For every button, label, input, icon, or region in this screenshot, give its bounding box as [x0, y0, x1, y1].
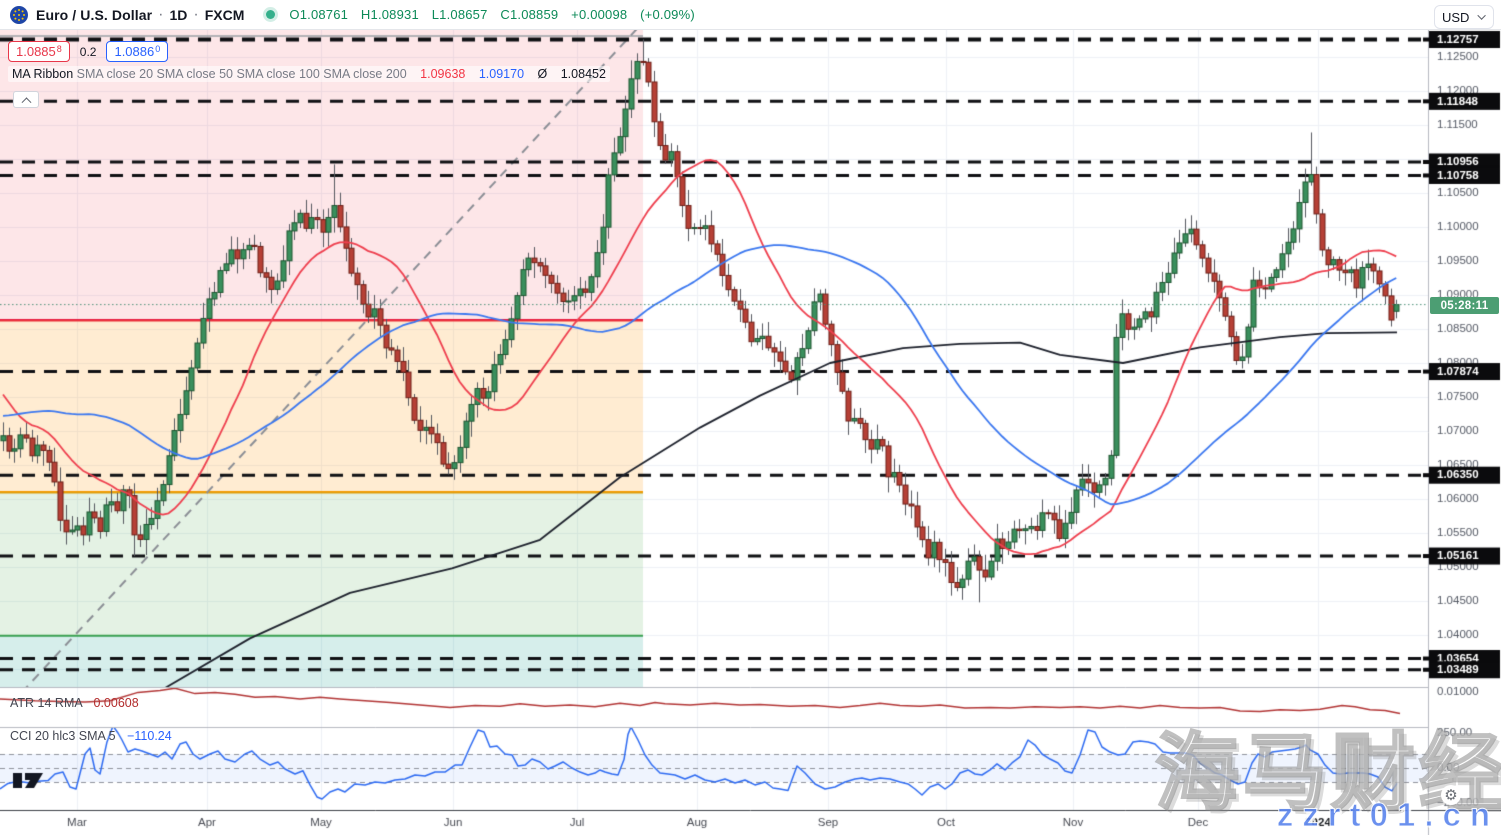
- currency-label: USD: [1442, 9, 1470, 25]
- spread-value: 0.2: [79, 44, 97, 59]
- ma-average-label: Ø: [537, 67, 548, 81]
- open-value: O1.08761: [289, 7, 349, 22]
- symbol-title[interactable]: Euro / U.S. Dollar: [36, 6, 153, 23]
- cci-legend[interactable]: CCI 20 hlc3 SMA 5 −110.24: [10, 729, 172, 743]
- ma-ribbon-title: MA Ribbon: [12, 67, 74, 81]
- atr-legend[interactable]: ATR 14 RMA 0.00608: [10, 696, 139, 710]
- currency-dropdown[interactable]: USD: [1434, 5, 1494, 29]
- atr-value: 0.00608: [93, 696, 139, 710]
- bar-countdown-badge: 05:28:11: [1430, 297, 1499, 314]
- pane-settings-gear-icon[interactable]: ⚙: [1441, 785, 1461, 805]
- close-value: C1.08859: [500, 7, 559, 22]
- quote-row: 1.0885 8 0.2 1.0886 0: [8, 41, 169, 62]
- sma20-value: 1.09638: [420, 67, 466, 81]
- bid-price-box[interactable]: 1.0885 8: [8, 41, 70, 62]
- eu-flag-icon: [10, 5, 28, 24]
- exchange-label: FXCM: [204, 6, 245, 23]
- sma50-value: 1.09170: [478, 67, 525, 81]
- title-separator: ·: [158, 5, 164, 23]
- cci-value: −110.24: [127, 729, 172, 743]
- ma-ribbon-params: SMA close 20 SMA close 50 SMA close 100 …: [76, 67, 407, 81]
- ask-price-box[interactable]: 1.0886 0: [106, 41, 169, 62]
- change-pct-value: (+0.09%): [640, 7, 695, 22]
- chevron-up-icon: [21, 97, 31, 108]
- ma-ribbon-legend[interactable]: MA Ribbon SMA close 20 SMA close 50 SMA …: [8, 66, 610, 82]
- cci-label: CCI 20 hlc3 SMA 5: [10, 729, 116, 743]
- interval-label[interactable]: 1D: [169, 6, 188, 23]
- change-value: +0.00098: [571, 7, 628, 22]
- toolbar: Euro / U.S. Dollar · 1D · FXCM O1.08761 …: [0, 0, 1501, 30]
- collapse-legend-button[interactable]: [13, 91, 39, 108]
- title-separator: ·: [193, 5, 199, 23]
- low-value: L1.08657: [431, 7, 488, 22]
- high-value: H1.08931: [360, 7, 419, 22]
- atr-label: ATR 14 RMA: [10, 696, 83, 710]
- chevron-down-icon: [1477, 11, 1486, 20]
- market-open-dot[interactable]: [266, 10, 276, 19]
- ma-average-value: 1.08452: [560, 67, 606, 81]
- ohlc-readout: O1.08761 H1.08931 L1.08657 C1.08859 +0.0…: [289, 7, 703, 22]
